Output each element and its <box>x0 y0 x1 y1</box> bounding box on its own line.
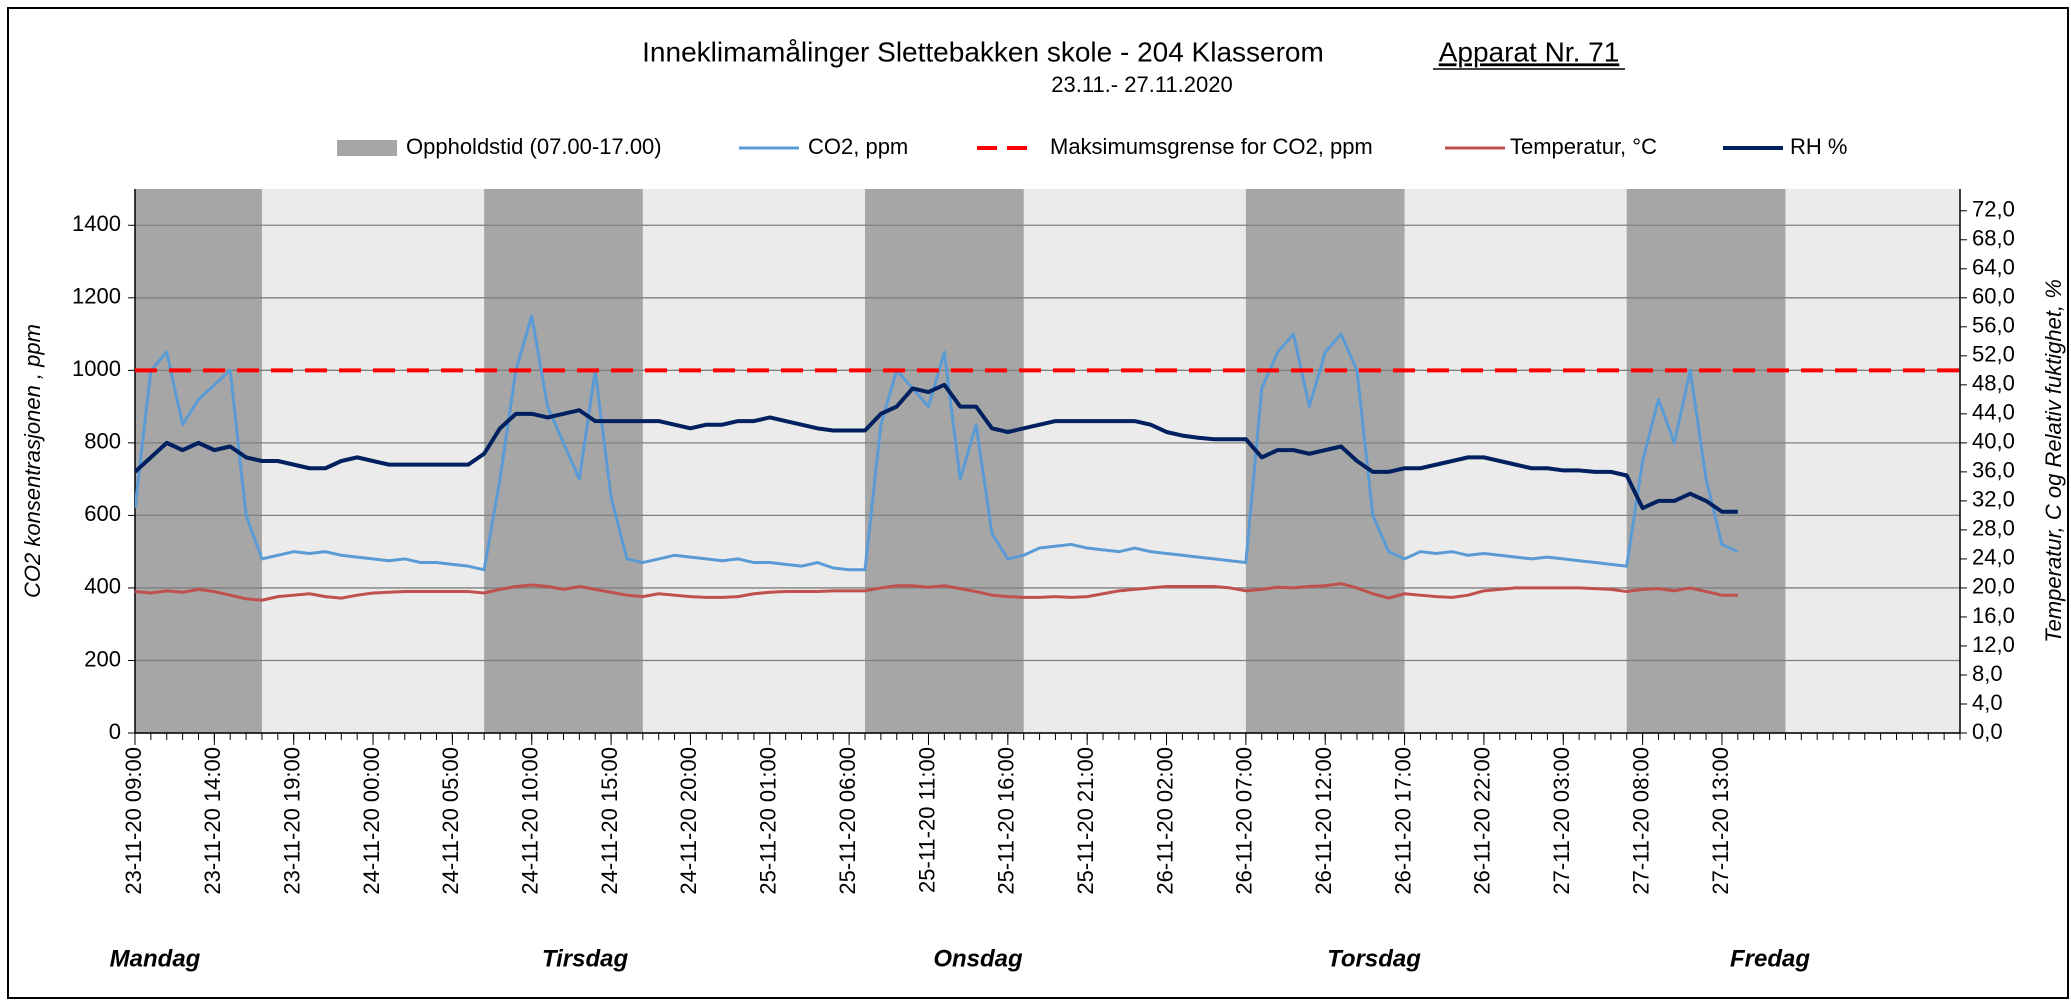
y-tick-label: 1200 <box>72 284 121 309</box>
x-tick-label: 26-11-20 07:00 <box>1232 747 1257 895</box>
series-line <box>135 382 1738 514</box>
occupancy-band <box>1245 189 1405 733</box>
y2-tick-label: 44,0 <box>1972 400 2015 425</box>
y2-tick-label: 4,0 <box>1972 690 2003 715</box>
x-tick-label: 25-11-20 11:00 <box>914 747 939 893</box>
bands <box>135 189 1786 733</box>
y2-tick-label: 60,0 <box>1972 284 2015 309</box>
x-tick-label: 25-11-20 06:00 <box>835 747 860 895</box>
y-tick-label: 400 <box>84 574 121 599</box>
y2-axis-label: Temperatur, C og Relativ fuktighet, % <box>2041 279 2066 643</box>
x-tick-label: 25-11-20 21:00 <box>1073 747 1098 895</box>
day-label: Tirsdag <box>542 945 629 972</box>
x-tick-label: 24-11-20 05:00 <box>438 747 463 895</box>
y2-tick-label: 64,0 <box>1972 255 2015 280</box>
y2-tick-label: 16,0 <box>1972 603 2015 628</box>
legend-label: Maksimumsgrense for CO2, ppm <box>1050 134 1373 159</box>
y2-tick-label: 68,0 <box>1972 226 2015 251</box>
x-tick-label: 24-11-20 15:00 <box>597 747 622 895</box>
x-tick-label: 24-11-20 00:00 <box>359 747 384 895</box>
occupancy-band <box>1626 189 1786 733</box>
legend-swatch <box>337 140 397 156</box>
y2-tick-label: 40,0 <box>1972 429 2015 454</box>
x-tick-label: 25-11-20 01:00 <box>756 747 781 895</box>
y2-tick-label: 36,0 <box>1972 458 2015 483</box>
y-tick-label: 800 <box>84 429 121 454</box>
y2-tick-label: 56,0 <box>1972 313 2015 338</box>
chart-title: Inneklimamålinger Slettebakken skole - 2… <box>642 36 1324 67</box>
day-label: Torsdag <box>1327 945 1421 972</box>
occupancy-band <box>865 189 1024 733</box>
y-tick-label: 1000 <box>72 356 121 381</box>
y-tick-label: 600 <box>84 501 121 526</box>
day-label: Onsdag <box>933 945 1023 972</box>
x-tick-label: 26-11-20 12:00 <box>1311 747 1336 895</box>
y2-tick-label: 48,0 <box>1972 371 2015 396</box>
day-label: Mandag <box>110 945 201 972</box>
x-tick-label: 23-11-20 14:00 <box>200 747 225 895</box>
y2-tick-label: 8,0 <box>1972 661 2003 686</box>
x-tick-label: 23-11-20 19:00 <box>280 747 305 895</box>
occupancy-band <box>484 189 643 733</box>
x-tick-label: 25-11-20 16:00 <box>994 747 1019 895</box>
x-tick-label: 26-11-20 02:00 <box>1152 747 1177 895</box>
y2-tick-label: 52,0 <box>1972 342 2015 367</box>
day-label: Fredag <box>1730 945 1810 972</box>
y2-tick-label: 20,0 <box>1972 574 2015 599</box>
x-tick-label: 26-11-20 17:00 <box>1390 747 1415 895</box>
y2-tick-label: 72,0 <box>1972 197 2015 222</box>
x-tick-label: 27-11-20 03:00 <box>1549 747 1574 895</box>
y2-tick-label: 0,0 <box>1972 719 2003 744</box>
y-tick-label: 0 <box>109 719 121 744</box>
y2-tick-label: 12,0 <box>1972 632 2015 657</box>
y2-tick-label: 24,0 <box>1972 545 2015 570</box>
chart-subtitle: 23.11.- 27.11.2020 <box>1051 72 1232 97</box>
x-tick-label: 24-11-20 10:00 <box>518 747 543 895</box>
legend-label: CO2, ppm <box>808 134 908 159</box>
y2-tick-label: 28,0 <box>1972 516 2015 541</box>
x-tick-label: 27-11-20 13:00 <box>1708 747 1733 895</box>
y2-tick-label: 32,0 <box>1972 487 2015 512</box>
x-tick-label: 23-11-20 09:00 <box>121 747 146 895</box>
series-line <box>135 582 1738 602</box>
series-line <box>135 314 1739 572</box>
x-tick-label: 24-11-20 20:00 <box>676 747 701 895</box>
x-tick-label: 26-11-20 22:00 <box>1470 747 1495 895</box>
legend-label: RH % <box>1790 134 1847 159</box>
occupancy-band <box>135 189 262 733</box>
legend-label: Temperatur, °C <box>1510 134 1657 159</box>
legend-label: Oppholdstid (07.00-17.00) <box>406 134 662 159</box>
y-tick-label: 200 <box>84 646 121 671</box>
y-axis-label: CO2 konsentrasjonen , ppm <box>20 324 45 598</box>
device-label: Apparat Nr. 71 <box>1439 36 1620 67</box>
x-tick-label: 27-11-20 08:00 <box>1628 747 1653 895</box>
y-tick-label: 1400 <box>72 211 121 236</box>
